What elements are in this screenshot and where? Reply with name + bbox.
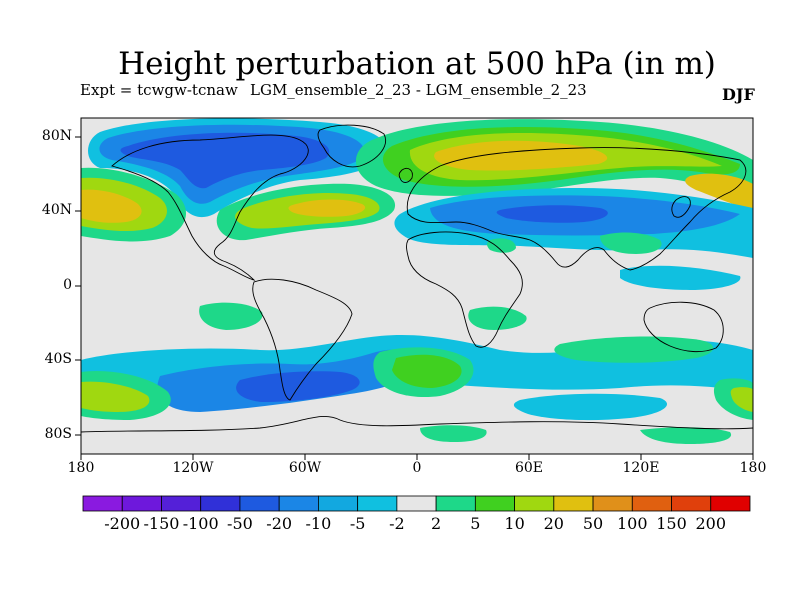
- colorbar-swatch-3: [200, 495, 241, 512]
- colorbar-swatch-16: [710, 495, 751, 512]
- colorbar-label-12: 50: [582, 514, 604, 533]
- contour-pos-africa: [487, 238, 516, 253]
- coast-africa: [406, 231, 523, 348]
- contour-pos-south-east: [554, 336, 714, 363]
- contour-pos-antarctic-east: [640, 427, 732, 444]
- coast-australia: [643, 301, 724, 353]
- colorbar-label-13: 100: [617, 514, 648, 533]
- colorbar-swatch-0: [82, 495, 123, 512]
- map-title: Height perturbation at 500 hPa (in m): [118, 46, 716, 82]
- contour-pos-east-asia: [600, 232, 662, 254]
- lon-label-60w: 60W: [288, 460, 322, 476]
- colorbar-label-1: -150: [143, 514, 180, 533]
- lat-label-40s: 40S: [44, 351, 72, 367]
- coast-japan: [671, 196, 691, 218]
- coast-south-america: [252, 278, 353, 401]
- lon-label-120e: 120E: [622, 460, 660, 476]
- lon-label-120w: 120W: [172, 460, 214, 476]
- colorbar-swatch-10: [474, 495, 515, 512]
- colorbar-label-2: -100: [182, 514, 219, 533]
- colorbar: [82, 495, 751, 512]
- contour-neg-tropics-west: [620, 265, 741, 290]
- contour-neg-antarctic-mid: [513, 393, 668, 421]
- colorbar-swatch-7: [357, 495, 398, 512]
- colorbar-label-8: 2: [431, 514, 442, 533]
- colorbar-label-5: -10: [305, 514, 332, 533]
- coast-antarctica: [81, 416, 753, 433]
- colorbar-label-14: 150: [656, 514, 687, 533]
- colorbar-label-3: -50: [227, 514, 253, 533]
- lat-label-80s: 80S: [44, 426, 72, 442]
- colorbar-label-7: -2: [389, 514, 405, 533]
- contour-pos-south-atlantic-south-africa: [468, 306, 527, 330]
- contour-neg-north-america-core: [120, 132, 330, 189]
- contour-pos-atlantic-core: [288, 199, 366, 217]
- colorbar-swatch-9: [435, 495, 476, 512]
- lat-label-80n: 80N: [41, 128, 72, 144]
- colorbar-swatch-4: [239, 495, 280, 512]
- contour-field: [81, 118, 753, 454]
- coast-eurasia: [406, 147, 747, 271]
- colorbar-label-10: 10: [504, 514, 525, 533]
- colorbar-swatch-8: [396, 495, 437, 512]
- contour-neg-south-core: [236, 371, 360, 402]
- contour-pos-south-west-mid: [81, 381, 150, 412]
- coast-britain: [398, 167, 413, 183]
- contour-pos-tropics-south: [199, 302, 263, 330]
- axis-ticks: [75, 136, 754, 460]
- coast-greenland: [317, 124, 386, 168]
- lat-label-0: 0: [63, 277, 72, 293]
- contour-pos-antarctic-west: [420, 425, 487, 442]
- colorbar-swatch-2: [161, 495, 202, 512]
- colorbar-swatch-14: [631, 495, 672, 512]
- colorbar-swatch-13: [592, 495, 633, 512]
- lon-label-0: 0: [412, 460, 422, 476]
- colorbar-swatch-6: [318, 495, 359, 512]
- colorbar-label-15: 200: [695, 514, 727, 533]
- colorbar-swatch-1: [121, 495, 162, 512]
- colorbar-label-11: 20: [543, 514, 564, 533]
- lon-label-180-east: 180: [739, 460, 767, 476]
- coast-north-america: [111, 134, 309, 281]
- colorbar-swatch-15: [671, 495, 712, 512]
- coastlines: [81, 124, 753, 433]
- experiment-label: Expt = tcwgw-tcnaw: [80, 81, 238, 99]
- lon-label-180-west: 180: [67, 460, 95, 476]
- lat-label-40n: 40N: [41, 202, 72, 218]
- colorbar-swatch-11: [514, 495, 555, 512]
- ensemble-label: LGM_ensemble_2_23 - LGM_ensemble_2_23: [250, 81, 587, 99]
- colorbar-swatch-12: [553, 495, 594, 512]
- contour-pos-south-central-mid: [392, 354, 462, 388]
- lon-label-60e: 60E: [514, 460, 544, 476]
- contour-pos-south-far-east-mid: [730, 387, 753, 412]
- colorbar-swatch-5: [278, 495, 319, 512]
- colorbar-label-6: -5: [349, 514, 366, 533]
- colorbar-label-4: -20: [266, 514, 293, 533]
- contour-pos-pacific-core: [81, 189, 142, 223]
- contour-neg-eurasia-core: [496, 205, 608, 223]
- colorbar-label-0: -200: [104, 514, 141, 533]
- season-label: DJF: [722, 85, 755, 104]
- colorbar-label-9: 5: [470, 514, 481, 533]
- contour-pos-east-siberia: [685, 173, 753, 210]
